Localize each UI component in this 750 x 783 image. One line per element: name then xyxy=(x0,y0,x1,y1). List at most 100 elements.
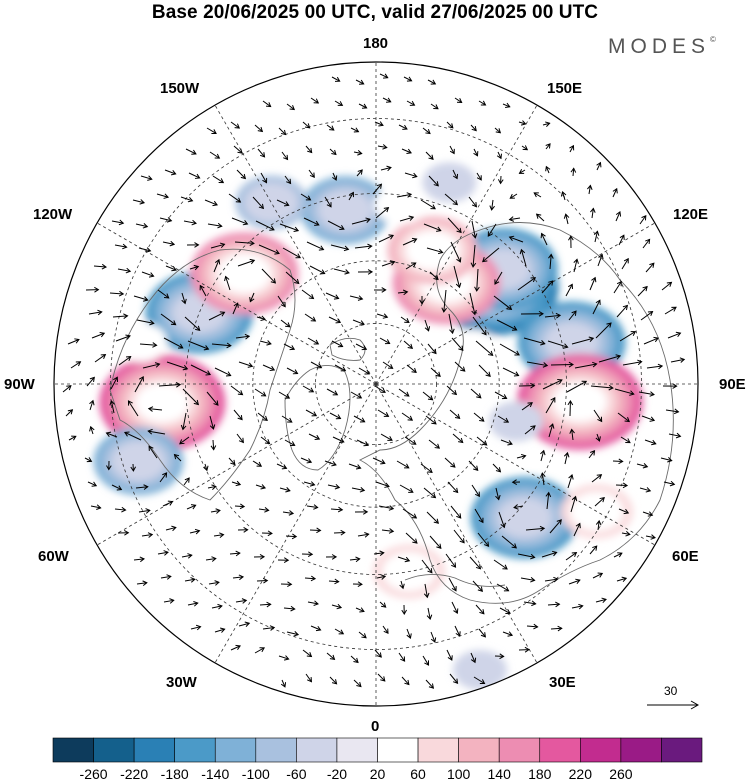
wind-arrow-head xyxy=(431,419,437,425)
wind-arrow-head xyxy=(364,369,370,375)
wind-arrow xyxy=(642,239,651,249)
wind-arrow-head xyxy=(621,576,628,583)
wind-arrow-head xyxy=(367,243,373,250)
wind-arrow-head xyxy=(187,196,194,203)
wind-arrow xyxy=(350,127,359,133)
wind-arrow xyxy=(430,103,439,110)
wind-arrow xyxy=(252,460,262,467)
wind-arrow-head xyxy=(379,550,385,557)
wind-arrow xyxy=(138,509,150,513)
wind-arrow-head xyxy=(237,148,243,154)
wind-arrow xyxy=(468,196,477,207)
wind-arrow-head xyxy=(505,102,511,108)
wind-arrow xyxy=(621,532,630,535)
wind-arrow xyxy=(636,463,648,468)
wind-arrow xyxy=(230,645,241,651)
wind-arrow-head xyxy=(453,487,459,494)
wind-arrow-head xyxy=(513,504,519,510)
wind-arrow-head xyxy=(259,647,266,653)
wind-arrow xyxy=(592,572,603,579)
wind-arrow-head xyxy=(147,532,154,538)
wind-arrow xyxy=(353,415,365,423)
wind-arrow xyxy=(326,652,335,660)
wind-arrow xyxy=(160,575,171,579)
wind-arrow xyxy=(428,175,439,187)
wind-arrow xyxy=(233,145,243,154)
wind-arrow-head xyxy=(598,253,604,260)
wind-arrow-head xyxy=(211,129,217,134)
wind-arrow xyxy=(404,436,417,445)
wind-arrow-head xyxy=(571,310,577,316)
wind-arrow xyxy=(448,577,457,591)
wind-arrow xyxy=(278,391,290,399)
wind-arrow xyxy=(206,127,217,134)
wind-arrow-head xyxy=(105,431,112,437)
wind-arrow xyxy=(399,484,414,493)
wind-arrow-head xyxy=(359,607,365,613)
wind-arrow-head xyxy=(596,161,602,168)
wind-arrow xyxy=(358,103,367,109)
wind-arrow xyxy=(261,268,276,284)
wind-arrow xyxy=(449,409,460,419)
wind-arrow-head xyxy=(154,362,161,368)
wind-arrow-head xyxy=(353,127,360,133)
wind-arrow-head xyxy=(313,339,320,345)
wind-arrow xyxy=(356,439,369,446)
wind-arrow-head xyxy=(649,262,655,268)
wind-arrow-head xyxy=(214,153,221,159)
wind-arrow-head xyxy=(511,325,518,331)
wind-arrow-head xyxy=(100,353,107,360)
wind-arrow xyxy=(426,511,439,524)
wind-arrow xyxy=(430,631,436,643)
lon-label-120e: 120E xyxy=(673,206,709,223)
wind-arrow-head xyxy=(122,243,128,250)
wind-arrow xyxy=(210,243,225,249)
wind-arrow xyxy=(495,487,500,500)
wind-arrow xyxy=(160,313,176,326)
colorbar-swatch xyxy=(133,737,175,763)
wind-arrow xyxy=(124,431,142,441)
wind-arrow-head xyxy=(237,414,243,421)
wind-arrow xyxy=(204,199,218,206)
wind-arrow xyxy=(594,497,605,507)
wind-arrow-head xyxy=(307,147,313,154)
wind-arrow-head xyxy=(329,125,335,131)
wind-arrow xyxy=(588,450,595,459)
wind-arrow xyxy=(472,244,476,267)
wind-arrow-head xyxy=(152,342,158,348)
wind-arrow-head xyxy=(284,201,290,207)
wind-arrow-head xyxy=(313,504,319,510)
wind-arrow xyxy=(639,215,647,225)
wind-arrow xyxy=(279,487,291,492)
wind-arrow xyxy=(306,241,324,251)
wind-arrow-head xyxy=(476,175,482,181)
wind-arrow-head xyxy=(588,336,595,342)
wind-arrow-head xyxy=(210,445,217,451)
wind-arrow-head xyxy=(225,371,232,377)
wind-arrow-head xyxy=(357,295,364,301)
wind-arrow-head xyxy=(411,439,417,445)
wind-arrow xyxy=(427,607,431,620)
brand-name: MODES xyxy=(608,35,711,58)
wind-arrow-head xyxy=(485,371,491,378)
wind-arrow xyxy=(549,254,552,270)
wind-arrow-head xyxy=(481,330,487,336)
wind-arrow-head xyxy=(241,598,248,604)
wind-arrow-head xyxy=(645,487,652,493)
wind-arrow xyxy=(164,169,176,175)
wind-arrow xyxy=(516,455,526,459)
wind-arrow xyxy=(278,127,286,135)
wind-arrow-head xyxy=(265,102,272,108)
wind-arrow-head xyxy=(293,226,300,233)
wind-arrow xyxy=(487,223,497,237)
wind-arrow xyxy=(645,535,656,539)
wind-arrow-head xyxy=(489,205,495,211)
wind-arrow xyxy=(308,169,315,178)
wind-arrow xyxy=(379,337,390,344)
wind-arrow-head xyxy=(283,655,290,661)
wind-arrow xyxy=(326,388,338,396)
colorbar-tick-label: -100 xyxy=(241,766,270,782)
wind-arrow-head xyxy=(170,170,177,176)
wind-arrow-head xyxy=(240,173,247,180)
wind-arrow xyxy=(187,340,209,350)
